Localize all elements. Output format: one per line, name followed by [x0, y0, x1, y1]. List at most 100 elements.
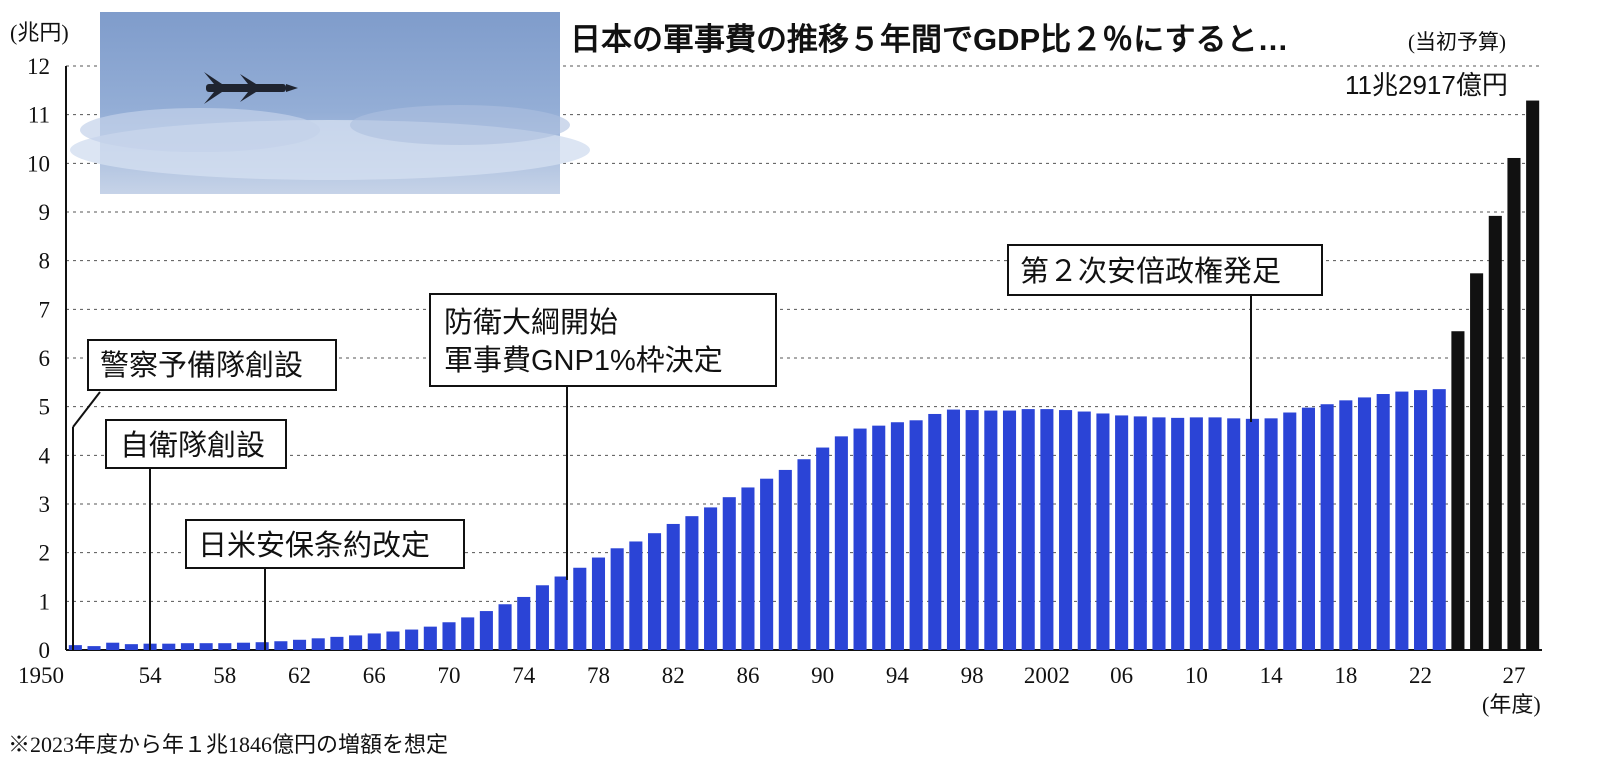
y-tick-label: 8	[39, 249, 51, 274]
bar-projected	[1488, 215, 1502, 651]
bar-actual	[704, 507, 718, 650]
bar-actual	[928, 413, 942, 650]
bar-actual	[722, 497, 736, 650]
annotation-text: 警察予備隊創設	[100, 349, 303, 382]
bar-actual	[106, 642, 120, 650]
bar-actual	[442, 622, 456, 650]
bar-actual	[816, 447, 830, 650]
bar-actual	[1245, 418, 1259, 650]
bar-actual	[423, 626, 437, 650]
bar-actual	[1040, 409, 1054, 650]
annotation-line: 軍事費GNP1%枠決定	[444, 344, 723, 377]
x-axis-unit: (年度)	[1482, 692, 1541, 717]
annotation-anpo: 日米安保条約改定	[185, 519, 465, 650]
bar-actual	[909, 420, 923, 650]
annotation-abe: 第２次安倍政権発足	[1007, 244, 1323, 422]
y-tick-label: 4	[39, 443, 51, 468]
bar-actual	[760, 478, 774, 650]
annotation-line: 防衛大綱開始	[444, 306, 618, 339]
bar-actual	[741, 487, 755, 650]
y-tick-label: 5	[39, 395, 51, 420]
bar-actual	[274, 641, 288, 650]
x-tick-label: 98	[961, 663, 984, 688]
y-tick-label: 2	[39, 541, 51, 566]
chart-title: 日本の軍事費の推移５年間でGDP比２％にすると…	[570, 22, 1289, 57]
bar-actual	[872, 425, 886, 650]
annotation-text: 防衛大綱開始軍事費GNP1%枠決定	[444, 306, 723, 377]
bar-actual	[1077, 411, 1091, 650]
bar-actual	[293, 639, 307, 650]
y-tick-label: 9	[39, 200, 51, 225]
missile-icon	[204, 72, 298, 104]
bar-actual	[573, 567, 587, 650]
bar-actual	[1376, 394, 1390, 650]
x-tick-labels: 1950 54 58 62 66 70 74 78 82 86 90 94 98 2002 06 10 14 18…	[18, 663, 1525, 688]
bar-actual	[124, 644, 138, 650]
bar-actual	[685, 516, 699, 650]
bar-actual	[797, 459, 811, 650]
bar-actual	[349, 635, 363, 650]
bar-actual	[890, 422, 904, 650]
bar-actual	[255, 642, 269, 650]
bar-actual	[778, 469, 792, 650]
bar-actual	[1115, 415, 1129, 650]
bar-projected	[1526, 100, 1540, 650]
x-tick-label: 66	[363, 663, 386, 688]
bar-actual	[1133, 416, 1147, 650]
bar-actual	[236, 642, 251, 650]
bar-actual	[1189, 417, 1203, 650]
x-tick-label: 14	[1260, 663, 1284, 688]
bar-actual	[461, 617, 475, 650]
annotation-taiko: 防衛大綱開始軍事費GNP1%枠決定	[429, 293, 777, 580]
bar-actual	[162, 643, 176, 650]
x-tick-label: 70	[438, 663, 461, 688]
x-tick-label: 90	[811, 663, 834, 688]
bar-actual	[1171, 417, 1185, 650]
bar-actual	[1227, 418, 1241, 650]
bar-actual	[853, 428, 867, 650]
x-tick-label: 10	[1185, 663, 1208, 688]
x-tick-label: 74	[512, 663, 536, 688]
bar-actual	[1152, 417, 1166, 650]
bar-actual	[311, 638, 325, 650]
x-tick-label: 82	[662, 663, 685, 688]
bar-projected	[1507, 157, 1521, 651]
x-tick-label: 58	[213, 663, 236, 688]
y-tick-label: 3	[39, 492, 51, 517]
y-tick-label: 12	[27, 54, 50, 79]
missile-photo	[70, 12, 590, 194]
bar-actual	[1339, 400, 1353, 650]
x-tick-label: 1950	[18, 663, 64, 688]
bar-actual	[1414, 390, 1428, 650]
bar-actual	[629, 541, 643, 650]
x-tick-label: 2002	[1024, 663, 1070, 688]
bar-actual	[180, 643, 194, 650]
bar-actual	[610, 548, 624, 650]
bar-actual	[1096, 413, 1110, 650]
bar-actual	[218, 643, 232, 650]
bar-actual	[367, 633, 381, 650]
bar-actual	[68, 645, 82, 650]
x-tick-label: 62	[288, 663, 311, 688]
bar-actual	[1320, 404, 1334, 650]
bar-actual	[554, 576, 568, 650]
y-tick-label: 1	[39, 589, 51, 614]
x-tick-label: 27	[1502, 663, 1525, 688]
bar-actual	[946, 409, 961, 650]
y-tick-label: 0	[39, 638, 51, 663]
x-tick-label: 22	[1409, 663, 1432, 688]
x-tick-label: 18	[1334, 663, 1357, 688]
bar-actual	[666, 523, 680, 650]
x-tick-label: 54	[139, 663, 163, 688]
bar-actual	[1264, 418, 1278, 650]
bar-projected	[1470, 273, 1484, 650]
bar-actual	[199, 643, 213, 650]
bar-actual	[386, 631, 400, 650]
bar-actual	[647, 533, 662, 650]
bar-actual	[591, 557, 606, 650]
y-tick-label: 6	[39, 346, 51, 371]
bar-actual	[834, 436, 848, 650]
annotation-text: 第２次安倍政権発足	[1020, 255, 1281, 288]
bar-actual	[535, 585, 549, 650]
